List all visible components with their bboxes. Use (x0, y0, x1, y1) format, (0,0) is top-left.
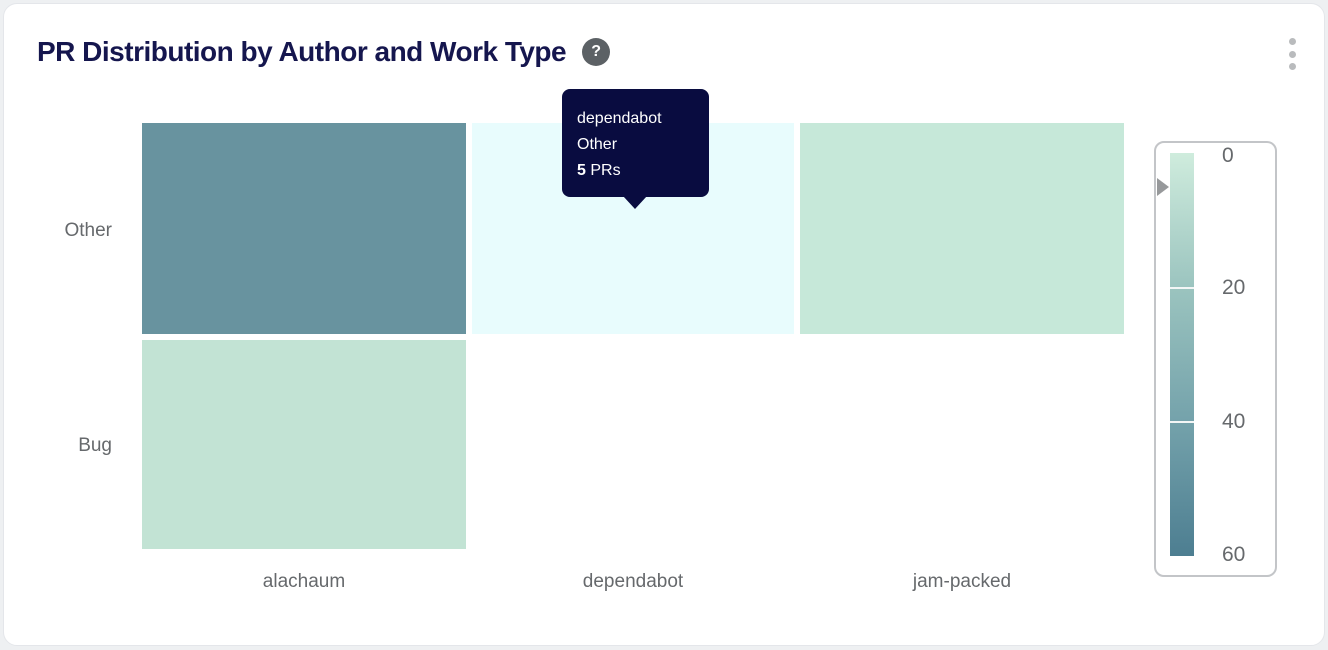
card-header: PR Distribution by Author and Work Type … (37, 36, 611, 68)
y-axis-label-other: Other (64, 220, 112, 241)
tooltip-count: 5 (577, 162, 586, 179)
legend-tick-label: 60 (1222, 543, 1246, 566)
heatmap-grid (142, 123, 1124, 549)
heatmap-cell-dependabot-bug[interactable] (472, 340, 794, 549)
color-scale-bar (1170, 153, 1194, 556)
heatmap-cell-alachaum-bug[interactable] (142, 340, 466, 549)
heatmap-cell-alachaum-other[interactable] (142, 123, 466, 334)
legend-tick-label: 0 (1222, 144, 1234, 167)
hover-tooltip: dependabot Other 5 PRs (562, 89, 709, 209)
kebab-dot (1288, 38, 1296, 45)
y-axis-label-bug: Bug (78, 435, 112, 456)
legend-pointer-icon (1157, 178, 1169, 196)
legend-tick-line (1170, 421, 1194, 423)
x-axis-labels: alachaum dependabot jam-packed (142, 571, 1124, 593)
legend-tick-label: 20 (1222, 276, 1246, 299)
chart-card: PR Distribution by Author and Work Type … (3, 3, 1325, 646)
heatmap-cell-jampacked-bug[interactable] (800, 340, 1124, 549)
tooltip-author: dependabot (577, 110, 662, 127)
x-axis-label-jampacked: jam-packed (912, 571, 1012, 592)
tooltip-count-suffix: PRs (585, 162, 621, 179)
kebab-dot (1288, 50, 1296, 58)
tooltip-count-line: 5 PRs (577, 158, 695, 184)
tooltip-caret-icon (623, 196, 647, 209)
kebab-dot (1288, 63, 1296, 70)
legend-tick-label: 40 (1222, 410, 1246, 433)
x-axis-label-dependabot: dependabot (582, 571, 684, 592)
help-icon[interactable]: ? (582, 38, 611, 66)
chart-title: PR Distribution by Author and Work Type (37, 36, 567, 67)
color-scale-legend: 0 20 40 60 (1154, 141, 1277, 577)
x-axis-label-alachaum: alachaum (262, 571, 346, 592)
tooltip-work-type: Other (577, 136, 618, 153)
heatmap-cell-jampacked-other[interactable] (800, 123, 1124, 334)
kebab-menu-icon[interactable] (1284, 38, 1300, 70)
legend-tick-line (1170, 287, 1194, 289)
